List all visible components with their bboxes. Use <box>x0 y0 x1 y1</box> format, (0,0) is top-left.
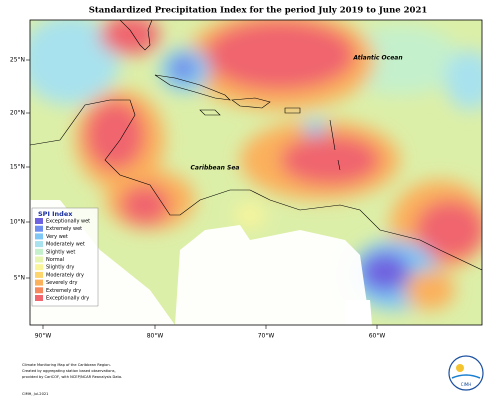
legend-swatch <box>35 264 43 271</box>
lat-label: 15°N <box>10 164 25 171</box>
legend-label: Extremely wet <box>46 226 82 232</box>
graticule-labels: 25°N 20°N 15°N 10°N 5°N 90°W 80°W 70°W 60°W <box>10 57 385 340</box>
legend-label: Moderately dry <box>46 272 84 278</box>
legend-label: Very wet <box>46 234 68 240</box>
legend-swatch <box>35 241 43 248</box>
legend-label: Normal <box>46 257 64 263</box>
lon-label: 70°W <box>258 333 275 340</box>
legend-label: Severely dry <box>46 280 77 286</box>
legend-swatch <box>35 233 43 240</box>
lat-label: 25°N <box>10 57 25 64</box>
logo-text: CIMH <box>461 382 471 387</box>
legend-label: Moderately wet <box>46 242 85 248</box>
footnotes: Climate Monitoring Map of the Caribbean … <box>22 363 122 379</box>
legend-swatch <box>35 218 43 224</box>
lon-label: 80°W <box>147 333 164 340</box>
legend-label: Exceptionally wet <box>46 219 90 225</box>
ocean-label: Atlantic Ocean <box>352 55 402 62</box>
lat-label: 5°N <box>14 275 25 282</box>
sea-label: Caribbean Sea <box>191 165 240 172</box>
legend-title: SPI Index <box>38 210 73 218</box>
legend-swatch <box>35 225 43 232</box>
credit: CIMH, Jul-2021 <box>22 392 48 396</box>
lat-label: 10°N <box>10 219 25 226</box>
lon-label: 90°W <box>35 333 52 340</box>
legend-label: Exceptionally dry <box>46 296 89 302</box>
footnote: provided by CariCOF, with NCEP/NCAR Rean… <box>22 375 122 379</box>
logo: CIMH <box>448 355 484 391</box>
footnote: Created by aggregating station based obs… <box>22 369 116 373</box>
legend-label: Extremely dry <box>46 288 81 294</box>
footnote: Climate Monitoring Map of the Caribbean … <box>22 363 111 367</box>
legend-swatch <box>35 287 43 294</box>
legend-swatch <box>35 248 43 255</box>
map-title: Standardized Precipitation Index for the… <box>89 6 428 16</box>
legend-swatch <box>35 271 43 278</box>
lon-label: 60°W <box>369 333 386 340</box>
legend-label: Slightly dry <box>46 265 74 271</box>
legend-swatch <box>35 279 43 286</box>
map-frame <box>29 19 483 326</box>
legend-label: Slightly wet <box>46 249 75 255</box>
lat-label: 20°N <box>10 110 25 117</box>
legend-swatch <box>35 295 43 301</box>
legend-swatch <box>35 256 43 263</box>
